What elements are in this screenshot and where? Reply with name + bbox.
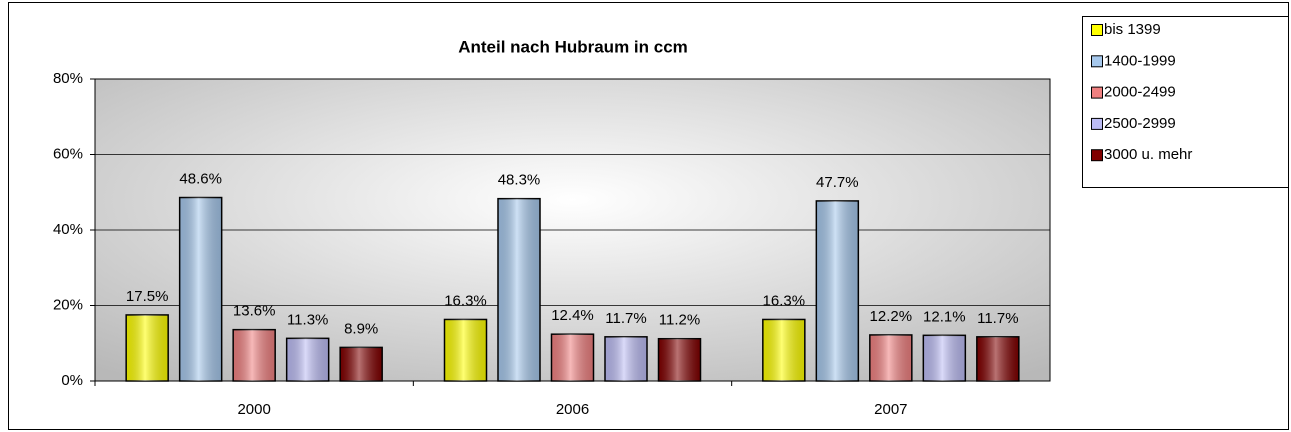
x-tick-label: 2006	[556, 401, 589, 418]
value-label: 11.7%	[977, 310, 1018, 327]
value-label: 11.7%	[605, 310, 646, 327]
bar-shine	[126, 314, 169, 381]
value-label: 48.3%	[498, 172, 541, 189]
legend	[1082, 16, 1289, 188]
y-tick-label: 40%	[53, 221, 83, 238]
value-label: 12.1%	[923, 308, 966, 325]
legend-swatch	[1091, 55, 1103, 68]
y-tick-label: 60%	[53, 145, 83, 162]
bar-shine	[658, 338, 701, 381]
bar-shine	[286, 338, 329, 381]
bar-shine	[605, 336, 647, 381]
value-label: 48.6%	[179, 171, 222, 188]
legend-swatch	[1091, 86, 1103, 99]
legend-label: 2000-2499	[1104, 84, 1176, 101]
legend-swatch	[1091, 149, 1103, 162]
bar-shine	[444, 319, 487, 381]
bar-shine	[816, 200, 859, 381]
legend-swatch	[1091, 117, 1103, 130]
value-label: 8.9%	[344, 320, 378, 337]
legend-label: 3000 u. mehr	[1104, 146, 1192, 163]
y-tick-label: 0%	[61, 372, 83, 389]
bar-shine	[498, 198, 540, 381]
value-label: 11.2%	[659, 312, 700, 329]
x-tick-label: 2000	[237, 401, 270, 418]
bar-shine	[923, 335, 966, 381]
legend-swatch	[1091, 24, 1103, 36]
value-label: 16.3%	[763, 292, 806, 309]
value-label: 13.6%	[233, 303, 276, 320]
bar-shine	[179, 197, 222, 381]
x-tick-label: 2007	[874, 401, 907, 418]
value-label: 16.3%	[444, 292, 487, 309]
value-label: 11.3%	[287, 311, 328, 328]
legend-label: bis 1399	[1104, 21, 1161, 38]
bar-shine	[340, 347, 383, 381]
bar-shine	[233, 329, 276, 381]
bar-shine	[976, 336, 1019, 381]
value-label: 12.2%	[870, 308, 913, 325]
bar-shine	[762, 319, 805, 381]
y-tick-label: 80%	[53, 70, 83, 87]
y-tick-label: 20%	[53, 296, 83, 313]
value-label: 17.5%	[126, 288, 169, 305]
bar-shine	[869, 334, 912, 381]
chart-title: Anteil nach Hubraum in ccm	[458, 37, 688, 56]
legend-label: 2500-2999	[1104, 115, 1176, 132]
bar-shine	[551, 334, 594, 381]
value-label: 47.7%	[816, 174, 859, 191]
value-label: 12.4%	[551, 307, 594, 324]
legend-label: 1400-1999	[1104, 52, 1176, 69]
